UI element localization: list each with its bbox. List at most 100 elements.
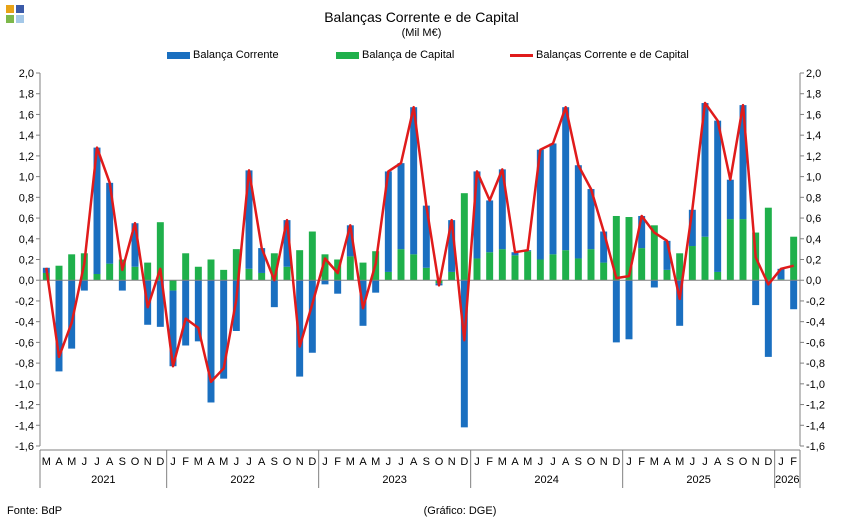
x-tick-label: J [702,456,708,468]
bar-current [752,280,760,306]
bar-capital [296,250,304,281]
year-label: 2023 [382,474,406,486]
bar-current [194,280,202,342]
y-tick-label-left: 1,8 [19,89,34,101]
year-label: 2025 [686,474,710,486]
bar-capital [688,246,696,281]
x-tick-label: O [739,456,748,468]
legend-swatch-capital [336,51,359,59]
year-label: 2024 [534,474,558,486]
x-tick-label: M [675,456,684,468]
bar-current [600,231,608,263]
y-tick-label-right: -1,2 [806,400,825,412]
bar-current [790,280,798,310]
y-tick-label-right: -1,0 [806,379,825,391]
x-tick-label: J [398,456,404,468]
y-tick-label-right: 1,0 [806,172,821,184]
y-tick-label-right: -1,6 [806,441,825,453]
bar-capital [726,219,734,281]
bar-capital [106,263,114,281]
bar-capital [473,258,481,281]
x-tick-label: O [435,456,444,468]
bar-capital [359,262,367,281]
x-tick-label: S [575,456,582,468]
bar-current [448,220,456,272]
x-tick-label: F [790,456,797,468]
x-tick-label: J [690,456,696,468]
y-tick-label-right: 2,0 [806,68,821,80]
bar-current [270,280,278,308]
x-tick-label: J [322,456,328,468]
y-tick-label-left: -0,8 [15,358,34,370]
bar-capital [131,266,139,281]
year-label: 2026 [775,474,799,486]
y-tick-label-left: -1,2 [15,400,34,412]
x-tick-label: S [423,456,430,468]
bar-capital [764,207,772,281]
y-tick-label-left: 0,6 [19,213,34,225]
chart-title: Balanças Corrente e de Capital [324,9,519,25]
bar-current [220,280,228,379]
x-tick-label: A [562,456,570,468]
bar-current [726,179,734,220]
bar-capital [486,252,494,281]
bar-capital [169,280,177,291]
x-tick-label: J [474,456,480,468]
bar-current [372,280,380,293]
x-tick-label: S [119,456,126,468]
bar-capital [220,269,228,281]
bar-current [422,205,430,268]
bar-current [486,200,494,253]
bar-current [118,280,126,291]
bar-capital [625,217,633,281]
x-tick-label: F [182,456,189,468]
x-tick-label: J [538,456,544,468]
y-tick-label-left: -0,6 [15,337,34,349]
bar-current [156,280,164,327]
x-tick-label: M [498,456,507,468]
x-tick-label: D [460,456,468,468]
x-tick-label: S [271,456,278,468]
x-tick-label: F [334,456,341,468]
bar-capital [207,259,215,281]
bar-capital [676,253,684,281]
x-tick-label: D [612,456,620,468]
bar-current [625,280,633,340]
y-tick-label-right: -0,4 [806,317,825,329]
x-tick-label: F [486,456,493,468]
bar-capital [156,222,164,281]
legend-label-total: Balanças Corrente e de Capital [536,49,689,61]
bar-current [764,280,772,357]
bar-current [650,280,658,288]
bar-capital [574,258,582,281]
bar-current [701,103,709,237]
bar-capital [283,266,291,281]
bar-capital [194,266,202,281]
bar-current [245,170,253,269]
y-tick-label-right: 1,6 [806,109,821,121]
bar-capital [600,262,608,281]
bar-current [182,280,190,346]
x-tick-label: A [410,456,418,468]
bar-current [283,220,291,267]
bar-current [688,209,696,247]
dge-logo-icon [6,5,24,23]
x-tick-label: J [386,456,392,468]
bar-capital [790,236,798,281]
bar-capital [232,249,240,281]
bar-capital [460,193,468,281]
bar-capital [612,215,620,281]
x-tick-label: N [448,456,456,468]
source-note: Fonte: BdP [7,505,63,517]
x-tick-label: M [219,456,228,468]
y-tick-label-right: -0,8 [806,358,825,370]
x-tick-label: A [55,456,63,468]
x-tick-label: F [638,456,645,468]
x-tick-label: M [67,456,76,468]
bar-current [714,120,722,272]
bar-capital [144,262,152,281]
bar-current [308,280,316,353]
bar-capital [93,274,101,281]
y-tick-label-right: -1,4 [806,420,825,432]
